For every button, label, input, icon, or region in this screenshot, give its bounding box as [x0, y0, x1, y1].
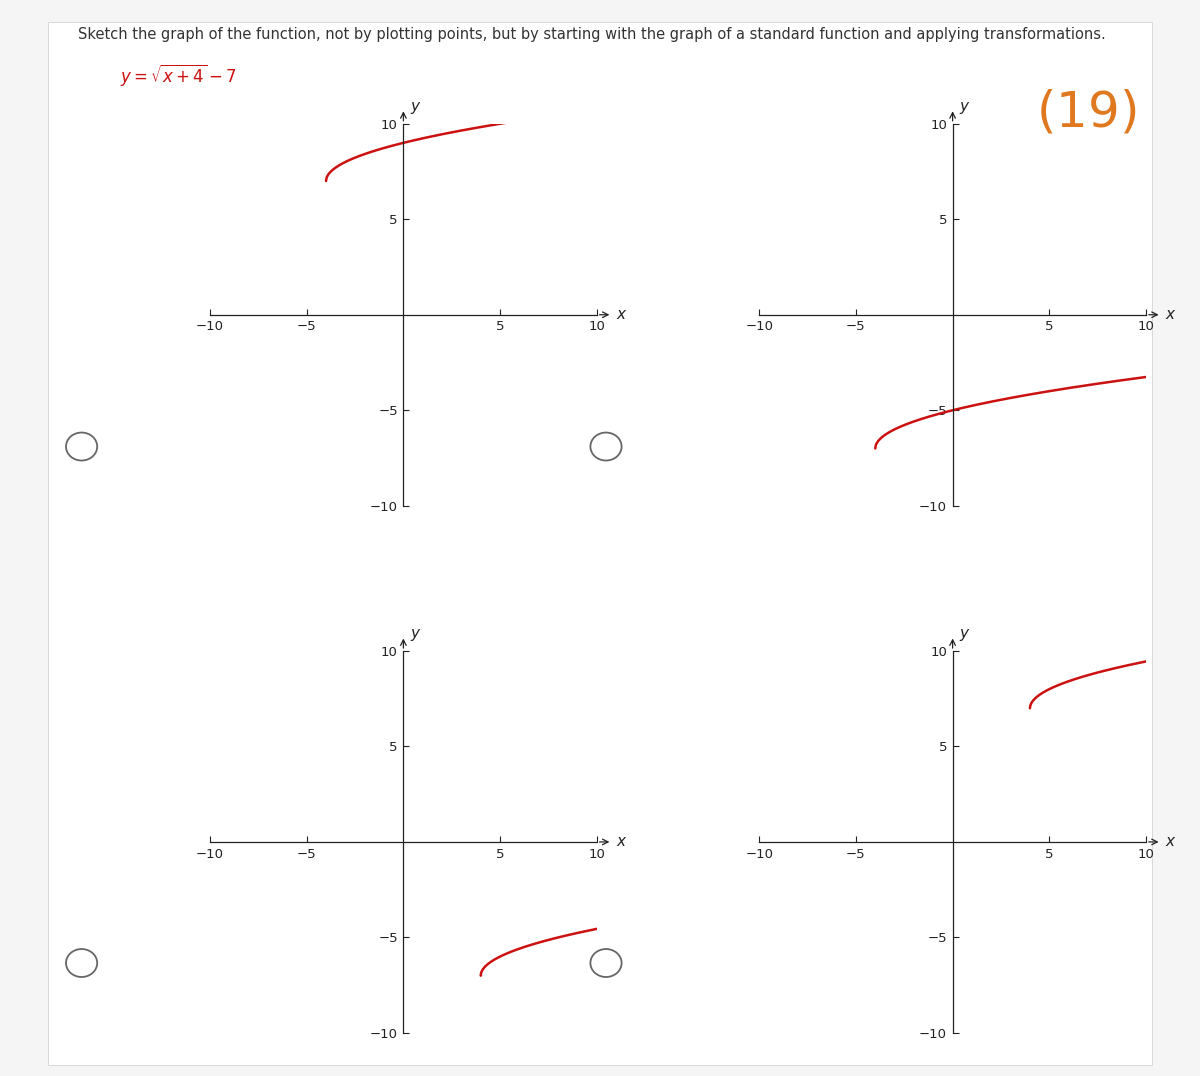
- Text: y: y: [410, 626, 419, 641]
- Text: y: y: [959, 99, 968, 114]
- Text: Sketch the graph of the function, not by plotting points, but by starting with t: Sketch the graph of the function, not by…: [78, 27, 1105, 42]
- Text: x: x: [1165, 835, 1175, 849]
- Text: y: y: [959, 626, 968, 641]
- Text: x: x: [616, 308, 625, 322]
- Text: $y = \sqrt{x+4} - 7$: $y = \sqrt{x+4} - 7$: [120, 62, 236, 88]
- Text: y: y: [410, 99, 419, 114]
- Text: $\mathit{(19)}$: $\mathit{(19)}$: [1036, 88, 1136, 138]
- Text: x: x: [1165, 308, 1175, 322]
- Text: x: x: [616, 835, 625, 849]
